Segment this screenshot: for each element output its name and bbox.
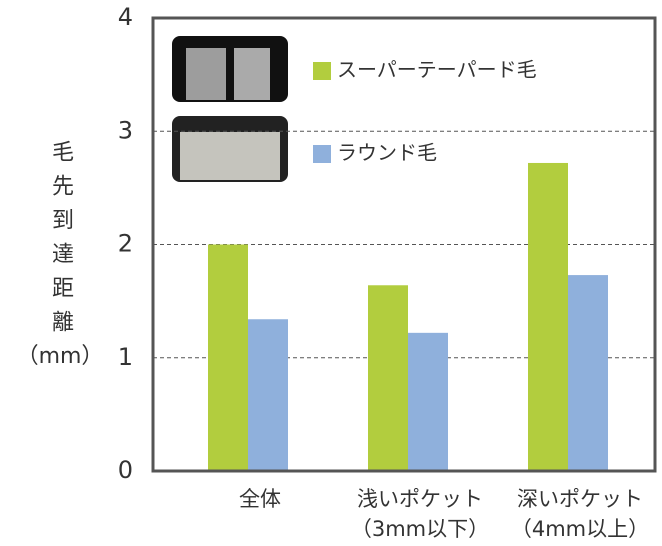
legend-swatch: [313, 145, 331, 163]
y-tick-label: 4: [118, 3, 133, 31]
x-tick-label: 深いポケット: [517, 487, 643, 511]
bar: [408, 332, 448, 471]
bar: [368, 285, 408, 471]
legend-label: スーパーテーパード毛: [337, 58, 537, 82]
y-tick-label: 2: [118, 230, 133, 258]
legend-photo: [172, 36, 288, 182]
y-axis-unit: （mm）: [17, 344, 104, 369]
legend-swatch: [313, 62, 331, 80]
bar: [528, 162, 568, 471]
y-tick-label: 1: [118, 343, 133, 371]
y-tick-label: 3: [118, 116, 133, 144]
x-tick-label: 全体: [239, 487, 281, 511]
legend-label: ラウンド毛: [337, 141, 437, 165]
bar: [208, 244, 248, 471]
y-tick-label: 0: [118, 456, 133, 484]
y-axis-label: 毛先到達距離: [48, 140, 74, 344]
bar: [568, 275, 608, 471]
x-tick-label: （3mm以下）: [351, 517, 489, 541]
x-tick-label: （4mm以上）: [511, 517, 649, 541]
bar: [248, 319, 288, 471]
x-tick-label: 浅いポケット: [357, 487, 483, 511]
axis: [151, 16, 657, 473]
